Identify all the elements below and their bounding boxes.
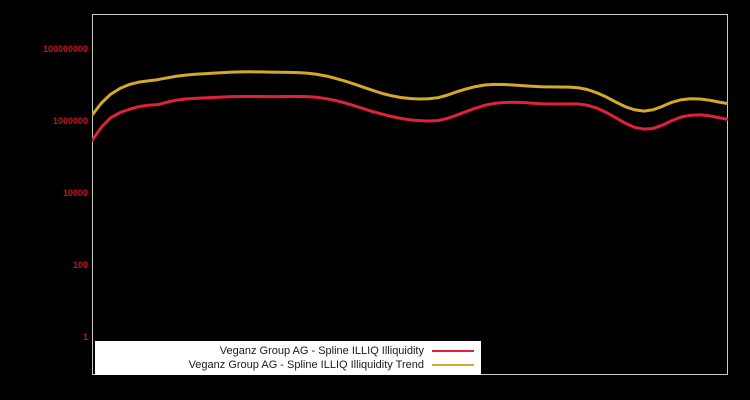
legend-item-illiquidity: Veganz Group AG - Spline ILLIQ Illiquidi… [96, 344, 480, 358]
legend-label-illiquidity: Veganz Group AG - Spline ILLIQ Illiquidi… [219, 344, 424, 357]
y-axis: 100000000 1000000 10000 100 1 [0, 0, 88, 400]
series-line-trend [92, 70, 728, 117]
y-axis-tick-label: 100000000 [42, 44, 88, 54]
y-axis-tick-label: 100 [72, 260, 88, 270]
y-axis-tick-label: 1 [82, 332, 88, 342]
legend-item-illiquidity-trend: Veganz Group AG - Spline ILLIQ Illiquidi… [96, 358, 480, 372]
series-line-illiquidity [92, 94, 728, 143]
y-axis-tick-label: 1000000 [52, 116, 88, 126]
legend-swatch-illiquidity [432, 350, 474, 352]
legend: Veganz Group AG - Spline ILLIQ Illiquidi… [95, 341, 481, 375]
y-axis-tick-label: 10000 [62, 188, 88, 198]
legend-label-illiquidity-trend: Veganz Group AG - Spline ILLIQ Illiquidi… [188, 358, 424, 371]
plot-lines [92, 70, 728, 143]
legend-swatch-illiquidity-trend [432, 364, 474, 366]
